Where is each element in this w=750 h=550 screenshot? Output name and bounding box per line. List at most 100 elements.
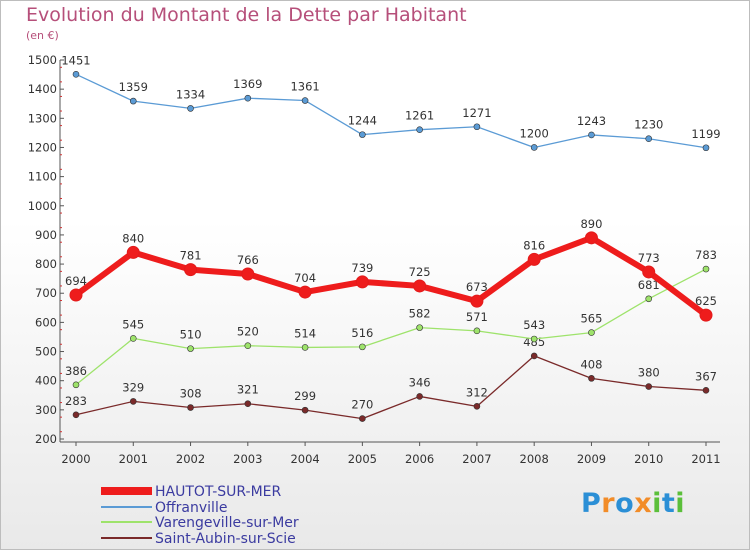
- data-point: [702, 387, 710, 394]
- x-tick-label: 2007: [462, 452, 491, 466]
- data-label: 673: [466, 280, 488, 294]
- data-point: [645, 295, 653, 303]
- data-label: 346: [409, 375, 431, 389]
- legend-label: Saint-Aubin-sur-Scie: [155, 531, 296, 547]
- data-point: [473, 123, 481, 131]
- data-point: [645, 135, 653, 143]
- y-tick-label: 1200: [28, 140, 57, 154]
- data-label: 408: [580, 357, 602, 371]
- data-label: 270: [351, 398, 373, 412]
- data-point: [588, 329, 595, 336]
- data-point: [244, 94, 252, 102]
- x-tick-label: 2003: [233, 452, 262, 466]
- data-point: [301, 406, 309, 414]
- data-point: [416, 324, 423, 331]
- data-label: 386: [65, 364, 87, 378]
- data-point: [184, 263, 198, 277]
- data-label: 816: [523, 238, 545, 252]
- y-tick-label: 200: [35, 432, 57, 446]
- data-label: 1199: [691, 127, 720, 141]
- series-line: [74, 234, 708, 318]
- data-label: 1230: [634, 118, 663, 132]
- data-label: 681: [638, 278, 660, 292]
- data-label: 1361: [290, 80, 319, 94]
- data-point: [473, 403, 481, 410]
- chart-title: Evolution du Montant de la Dette par Hab…: [26, 4, 467, 26]
- data-point: [355, 275, 369, 289]
- data-point: [470, 294, 484, 308]
- data-label: 520: [237, 325, 259, 339]
- data-point: [416, 393, 423, 400]
- y-tick-label: 1100: [28, 170, 57, 184]
- data-point: [530, 335, 538, 343]
- y-tick-label: 300: [35, 403, 57, 417]
- data-point: [584, 231, 598, 245]
- data-label: 545: [122, 317, 144, 331]
- data-label: 773: [638, 251, 660, 265]
- data-point: [187, 404, 194, 411]
- y-tick-label: 700: [35, 286, 57, 300]
- proxiti-logo-letter: P: [581, 488, 602, 519]
- data-label: 1243: [577, 114, 606, 128]
- data-label: 321: [237, 383, 259, 397]
- data-point: [72, 70, 80, 78]
- proxiti-logo-letter: t: [661, 488, 676, 519]
- legend-label: HAUTOT-SUR-MER: [155, 484, 282, 500]
- data-label: 510: [180, 328, 202, 342]
- y-tick-label: 400: [35, 374, 57, 388]
- data-label: 283: [65, 394, 87, 408]
- series-varengeville-sur-mer: 386 545 510 520 514 516 582 571 543 565 681 783: [65, 248, 717, 389]
- data-point: [298, 285, 312, 299]
- y-tick-label: 1400: [28, 82, 57, 96]
- chart-subtitle: (en €): [26, 29, 59, 42]
- legend-label: Varengeville-sur-Mer: [155, 515, 299, 531]
- proxiti-logo: Proxiti: [581, 488, 685, 519]
- data-point: [126, 245, 140, 259]
- data-point: [642, 265, 656, 279]
- data-point: [530, 352, 538, 360]
- data-point: [359, 131, 366, 138]
- x-tick-label: 2009: [577, 452, 606, 466]
- data-label: 725: [409, 265, 431, 279]
- data-label: 840: [122, 231, 144, 245]
- data-point: [301, 97, 309, 104]
- y-tick-label: 500: [35, 345, 57, 359]
- data-label: 571: [466, 310, 488, 324]
- series-offranville: 1451 1359 1334 1369 1361 1244 1261 1271 1200 1243…: [61, 53, 721, 152]
- legend-label: Offranville: [155, 500, 227, 516]
- data-label: 516: [351, 326, 373, 340]
- data-label: 514: [294, 326, 316, 340]
- data-point: [702, 144, 710, 152]
- data-point: [588, 375, 595, 382]
- proxiti-logo-letter: i: [652, 488, 662, 519]
- data-label: 329: [122, 380, 144, 394]
- data-label: 1369: [233, 77, 262, 91]
- data-label: 783: [695, 248, 717, 262]
- data-label: 625: [695, 294, 717, 308]
- series-saint-aubin-sur-scie: 283329308321299270346312485408380367: [65, 335, 717, 422]
- data-label: 582: [409, 307, 431, 321]
- data-label: 299: [294, 389, 316, 403]
- x-tick-label: 2008: [520, 452, 549, 466]
- data-point: [187, 105, 194, 112]
- data-point: [129, 97, 137, 105]
- data-point: [72, 411, 80, 419]
- proxiti-logo-letter: o: [615, 488, 635, 519]
- data-label: 694: [65, 274, 87, 288]
- x-tick-label: 2002: [176, 452, 205, 466]
- data-point: [413, 279, 427, 293]
- data-label: 1200: [520, 126, 549, 140]
- data-label: 704: [294, 271, 316, 285]
- data-point: [359, 343, 366, 351]
- data-point: [69, 288, 83, 302]
- x-tick-label: 2011: [691, 452, 720, 466]
- data-point: [473, 327, 481, 335]
- data-label: 1261: [405, 109, 434, 123]
- data-point: [244, 400, 252, 408]
- data-label: 1334: [176, 87, 205, 101]
- y-tick-label: 1300: [28, 111, 57, 125]
- data-point: [129, 398, 137, 405]
- data-point: [241, 267, 255, 281]
